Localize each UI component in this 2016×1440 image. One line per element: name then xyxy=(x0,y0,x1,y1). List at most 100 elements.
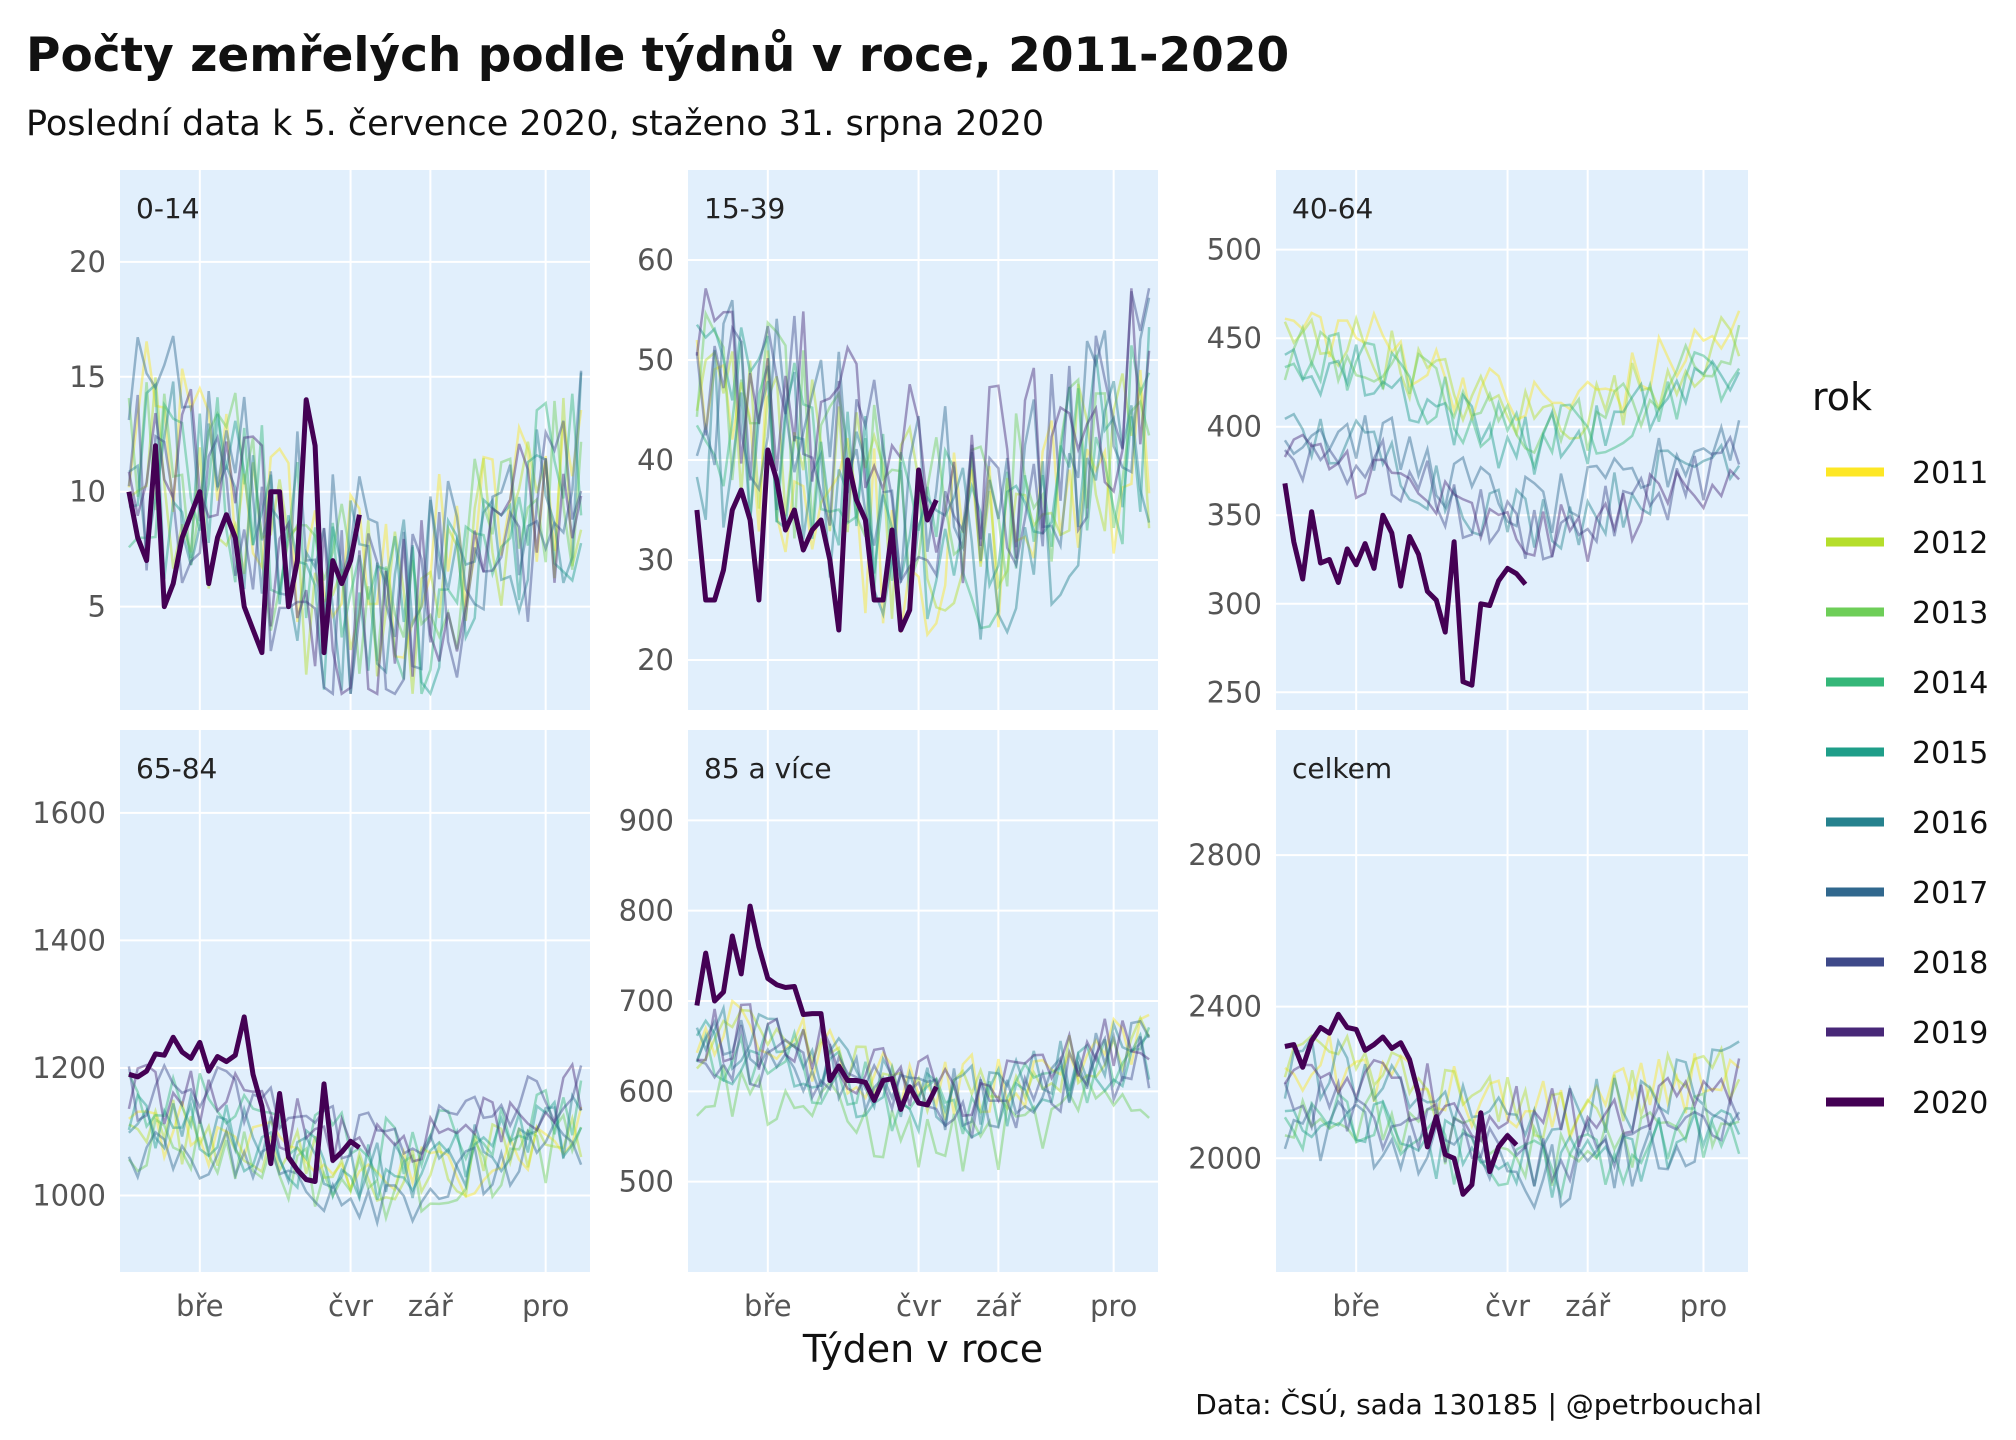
series-line-2012 xyxy=(695,1008,1151,1121)
series-line-2016 xyxy=(695,1003,1151,1128)
series-line-2018 xyxy=(696,1024,1151,1139)
panel-2: 15-39 20 30 40 50 60 xyxy=(637,170,1158,710)
y-tick-label: 300 xyxy=(1207,587,1262,621)
series-line-2011 xyxy=(1284,309,1741,422)
series-line-2015 xyxy=(127,1092,583,1203)
y-tick-label: 2400 xyxy=(1188,990,1262,1024)
y-tick-label: 5 xyxy=(88,590,106,624)
legend-label: 2016 xyxy=(1912,806,1988,841)
x-tick-label: čvr xyxy=(328,1289,373,1323)
legend-label: 2017 xyxy=(1912,876,1988,911)
series-line-2019 xyxy=(696,1003,1150,1118)
panel-3: 40-64 250 300 350 400 450 500 xyxy=(1207,170,1748,710)
y-tick-label: 30 xyxy=(637,543,674,577)
series-line-2014 xyxy=(1284,331,1741,471)
series-line-2013 xyxy=(127,1112,583,1223)
y-tick-label: 400 xyxy=(1207,410,1262,444)
legend-label: 2014 xyxy=(1912,666,1988,701)
y-tick-label: 15 xyxy=(69,360,106,394)
panel-4: 65-84 1000 1200 1400 1600 bře čvr zář pro xyxy=(32,730,590,1323)
series-line-2019 xyxy=(1283,433,1740,562)
legend-label: 2020 xyxy=(1912,1086,1988,1121)
panel-title: 0-14 xyxy=(136,192,200,225)
series-line-2012 xyxy=(695,350,1151,619)
series-line-2015 xyxy=(1284,344,1741,475)
panel-title: 15-39 xyxy=(704,192,785,225)
x-axis-label: Týden v roce xyxy=(802,1327,1043,1371)
panel-background xyxy=(1276,170,1748,710)
y-tick-label: 1200 xyxy=(32,1051,106,1085)
x-tick-label: zář xyxy=(1565,1289,1611,1323)
series-line-2020 xyxy=(694,447,939,633)
x-tick-label: bře xyxy=(176,1289,224,1323)
panel-title: 85 a více xyxy=(704,752,832,785)
y-tick-label: 2000 xyxy=(1188,1141,1262,1175)
legend-title: rok xyxy=(1812,375,1872,419)
panel-1: 0-14 5 10 15 20 xyxy=(69,170,590,710)
series-line-2016 xyxy=(1284,412,1741,551)
panel-background xyxy=(120,170,590,710)
y-tick-label: 1400 xyxy=(32,923,106,957)
legend: rok 2011 2012 2013 2014 2015 2016 2017 2018 2019 2… xyxy=(1812,375,1988,1121)
series-line-2017 xyxy=(695,1018,1151,1131)
panel-title: 65-84 xyxy=(136,752,217,785)
series-line-2011 xyxy=(127,341,583,660)
series-line-2011 xyxy=(695,998,1150,1115)
chart-title: Počty zemřelých podle týdnů v roce, 2011… xyxy=(26,28,1290,83)
series-line-2013 xyxy=(696,1064,1150,1172)
panel-5: 85 a více 500 600 700 800 900 bře čvr zář pro xyxy=(619,730,1158,1323)
series-line-2019 xyxy=(127,388,583,696)
panel-6: celkem 2000 2400 2800 bře čvr zář pro xyxy=(1188,730,1748,1323)
x-tick-label: bře xyxy=(744,1289,792,1323)
panel-background xyxy=(120,730,590,1272)
series-line-2011 xyxy=(128,1101,583,1199)
series-line-2013 xyxy=(1284,1085,1740,1187)
series-line-2018 xyxy=(127,1062,583,1160)
y-tick-label: 20 xyxy=(69,245,106,279)
series-line-2017 xyxy=(1283,1099,1741,1211)
y-tick-label: 900 xyxy=(619,803,674,837)
y-tick-label: 250 xyxy=(1207,675,1262,709)
legend-label: 2019 xyxy=(1912,1016,1988,1051)
series-line-2016 xyxy=(1283,1034,1740,1150)
series-line-2015 xyxy=(695,323,1151,620)
y-tick-label: 500 xyxy=(1207,233,1262,267)
series-line-2015 xyxy=(128,381,583,697)
legend-label: 2015 xyxy=(1912,736,1988,771)
y-tick-label: 2800 xyxy=(1188,838,1262,872)
series-line-2014 xyxy=(1283,1091,1741,1201)
series-line-2012 xyxy=(1283,314,1741,440)
series-line-2016 xyxy=(128,372,583,691)
panel-title: 40-64 xyxy=(1292,192,1373,225)
y-tick-label: 10 xyxy=(69,475,106,509)
y-tick-label: 600 xyxy=(619,1074,674,1108)
series-line-2013 xyxy=(127,382,583,674)
legend-label: 2013 xyxy=(1912,596,1988,631)
series-line-2012 xyxy=(128,1099,583,1203)
series-line-2016 xyxy=(128,1090,583,1202)
series-line-2020 xyxy=(1282,483,1528,688)
series-line-2018 xyxy=(1283,434,1741,561)
series-line-2011 xyxy=(1284,1034,1740,1143)
x-tick-label: zář xyxy=(976,1289,1022,1323)
series-line-2017 xyxy=(1283,415,1741,534)
y-tick-label: 40 xyxy=(637,443,674,477)
panel-background xyxy=(1276,730,1748,1272)
y-tick-label: 800 xyxy=(619,894,674,928)
y-tick-label: 350 xyxy=(1207,498,1262,532)
panel-title: celkem xyxy=(1292,752,1392,785)
series-line-2018 xyxy=(127,394,583,697)
series-line-2017 xyxy=(127,335,583,671)
legend-label: 2012 xyxy=(1912,526,1988,561)
x-tick-label: bře xyxy=(1332,1289,1380,1323)
x-tick-label: čvr xyxy=(1485,1289,1530,1323)
series-line-2017 xyxy=(127,1120,583,1228)
x-tick-label: pro xyxy=(1090,1289,1137,1323)
y-tick-label: 500 xyxy=(619,1165,674,1199)
y-tick-label: 1000 xyxy=(32,1178,106,1212)
series-line-2012 xyxy=(1283,1033,1741,1140)
y-tick-label: 450 xyxy=(1207,321,1262,355)
series-line-2015 xyxy=(1284,1100,1741,1198)
x-tick-label: čvr xyxy=(896,1289,941,1323)
